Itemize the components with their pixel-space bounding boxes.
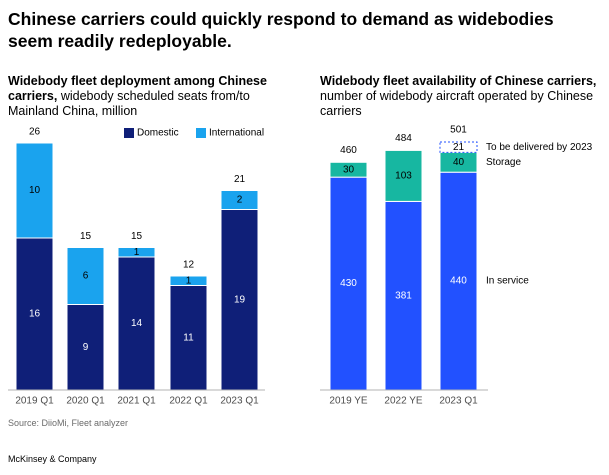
brand-label: McKinsey & Company [8, 454, 97, 464]
bar-value-label: 14 [131, 318, 143, 329]
bar-value-label: 2 [237, 195, 243, 206]
bar-international [66, 247, 105, 305]
bar-value-label: 1 [134, 247, 140, 258]
bar-value-label: 10 [29, 185, 41, 196]
x-tick-label: 2022 YE [384, 396, 423, 407]
bar-value-label: 30 [343, 164, 355, 175]
bar-value-label: 1 [186, 275, 192, 286]
bar-total-label: 15 [131, 231, 143, 242]
bar-value-label: 11 [183, 332, 194, 343]
bar-total-label: 15 [80, 231, 92, 242]
bar-total-label: 501 [450, 125, 467, 136]
bar-domestic [220, 209, 259, 391]
bar-value-label: 9 [83, 342, 89, 353]
x-tick-label: 2019 YE [329, 396, 368, 407]
left-chart-title-bold: Widebody fleet deployment among Chinese … [8, 74, 267, 103]
right-chart-title-rest: number of widebody aircraft operated by … [320, 89, 594, 118]
x-tick-label: 2019 Q1 [15, 396, 54, 407]
bar-total-label: 26 [29, 127, 41, 138]
series-label-to-be-delivered: To be delivered by 2023 [486, 142, 593, 153]
bar-value-label: 19 [234, 294, 246, 305]
bar-total-label: 12 [183, 260, 195, 271]
right-chart-title-bold: Widebody fleet availability of Chinese c… [320, 74, 597, 88]
bar-value-label: 381 [395, 290, 412, 301]
right-chart-title: Widebody fleet availability of Chinese c… [320, 74, 605, 119]
legend-label-international: International [209, 128, 264, 139]
bar-value-label: 103 [395, 171, 412, 182]
x-tick-label: 2021 Q1 [117, 396, 156, 407]
left-chart-title: Widebody fleet deployment among Chinese … [8, 74, 278, 119]
bar-international [15, 142, 54, 239]
bar-domestic [66, 304, 105, 391]
bar-value-label: 6 [83, 271, 89, 282]
bar-domestic [169, 285, 208, 391]
bar-international [117, 247, 156, 258]
bar-value-label: 440 [450, 276, 467, 287]
bar-total-label: 460 [340, 145, 357, 156]
x-tick-label: 2022 Q1 [169, 396, 208, 407]
x-tick-label: 2023 Q1 [439, 396, 478, 407]
bar-total-label: 484 [395, 133, 412, 144]
legend-label-domestic: Domestic [137, 128, 179, 139]
bar-storage [329, 161, 368, 178]
bar-in-service [329, 176, 368, 391]
bar-value-label: 40 [453, 157, 465, 168]
bar-international [220, 190, 259, 210]
legend-swatch-international [196, 128, 206, 138]
series-label-in-service: In service [486, 276, 529, 287]
source-note: Source: DiioMi, Fleet analyzer [8, 418, 129, 428]
left-chart-title-rest: widebody scheduled seats from/to Mainlan… [8, 89, 250, 118]
bar-international [169, 275, 208, 286]
x-tick-label: 2020 Q1 [66, 396, 105, 407]
legend-swatch-domestic [124, 128, 134, 138]
bar-domestic [15, 237, 54, 391]
x-tick-label: 2023 Q1 [220, 396, 259, 407]
bar-value-label: 430 [340, 278, 357, 289]
bar-to-be-delivered-by-2023 [439, 141, 478, 153]
series-label-storage: Storage [486, 157, 521, 168]
bar-value-label: 21 [453, 142, 465, 153]
bar-storage [384, 149, 423, 202]
page-headline: Chinese carriers could quickly respond t… [8, 9, 554, 51]
bar-value-label: 16 [29, 309, 41, 320]
bar-total-label: 21 [234, 174, 246, 185]
